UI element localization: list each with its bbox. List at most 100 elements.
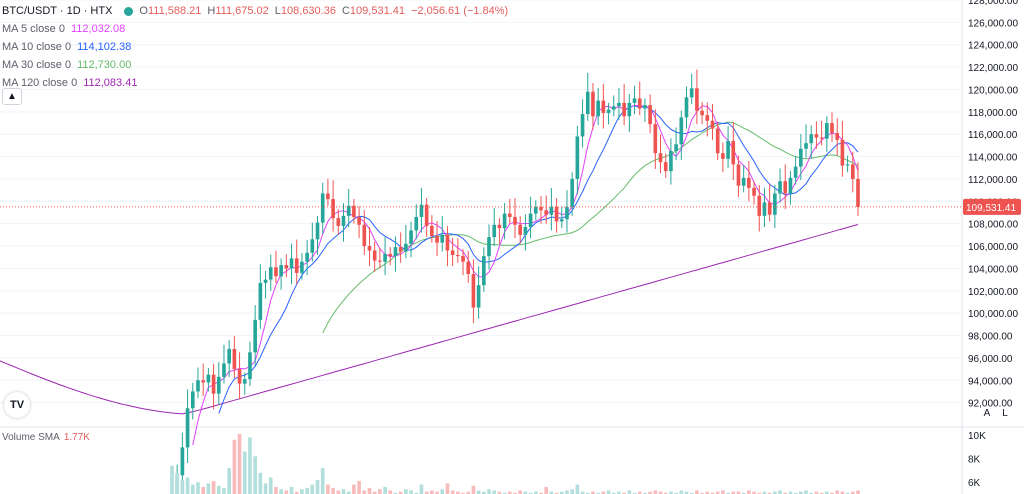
candle-body [497, 224, 502, 229]
ma120-value: 112,083.41 [83, 77, 138, 89]
ma30-legend[interactable]: MA 30 close 0 112,730.00 [2, 56, 508, 74]
candle-body [476, 285, 481, 308]
ma30-label: MA 30 close 0 [2, 59, 72, 71]
volume-bar [539, 492, 543, 494]
y-tick-label: 114,000.00 [968, 153, 1018, 164]
candle-body [653, 124, 658, 154]
volume-bar [824, 491, 829, 494]
volume-bar [747, 490, 751, 494]
volume-bar [674, 492, 678, 494]
candle-body [409, 230, 413, 244]
volume-bar [289, 486, 294, 494]
volume-bar [388, 490, 393, 494]
candle-body [279, 265, 283, 277]
volume-bar [788, 491, 793, 494]
y-tick-label: 102,000.00 [968, 287, 1018, 298]
candle-body [378, 260, 382, 262]
candle-body [445, 234, 450, 251]
ma10-legend[interactable]: MA 10 close 0 114,102.38 [2, 38, 508, 56]
ma120-line [0, 224, 859, 415]
volume-bar [663, 492, 668, 494]
candle-body [289, 258, 294, 269]
candle-body [830, 123, 834, 134]
open-value: 111,588.21 [147, 5, 202, 17]
volume-bar [814, 491, 819, 494]
volume-bar [175, 472, 180, 494]
y-tick-label: 116,000.00 [968, 130, 1018, 141]
candle-body [398, 247, 403, 252]
candle-body [611, 106, 616, 110]
volume-bar [341, 489, 346, 494]
volume-bar [830, 492, 834, 494]
candle-body [206, 374, 211, 383]
volume-bar [632, 492, 637, 494]
candle-body [622, 102, 626, 117]
candle-body [393, 247, 398, 257]
volume-legend: Volume SMA 1.77K [2, 432, 90, 443]
auto-scale-button[interactable]: A [983, 408, 991, 419]
candle-body [850, 164, 855, 179]
y-tick-label: 112,000.00 [968, 175, 1018, 186]
ma120-legend[interactable]: MA 120 close 0 112,083.41 [2, 74, 508, 92]
tradingview-logo[interactable]: TV [4, 392, 30, 418]
chevron-up-icon[interactable]: ▲ [2, 88, 22, 105]
y-tick-label: 118,000.00 [968, 108, 1018, 119]
ma120-label: MA 120 close 0 [2, 77, 78, 89]
volume-bar [835, 490, 840, 494]
candle-body [788, 177, 793, 194]
candle-body [430, 225, 434, 236]
volume-bar [585, 492, 590, 494]
candle-body [554, 206, 559, 222]
chart-legend: BTC/USDT · 1D · HTX O111,588.21 H111,675… [2, 2, 508, 92]
volume-bar [300, 489, 304, 494]
low-value: 108,630.36 [280, 5, 336, 17]
volume-bar [544, 486, 549, 494]
ma5-legend[interactable]: MA 5 close 0 112,032.08 [2, 20, 508, 38]
candle-body [461, 256, 465, 262]
volume-bar [752, 491, 756, 494]
candle-body [845, 164, 850, 166]
candle-body [601, 100, 606, 113]
candle-body [778, 181, 782, 194]
log-scale-button[interactable]: L [1002, 408, 1008, 419]
volume-bar [440, 489, 445, 494]
candle-body [232, 348, 237, 370]
volume-bar [471, 485, 476, 494]
volume-bar [315, 479, 320, 494]
candle-body [741, 177, 746, 186]
volume-bar [658, 491, 663, 494]
volume-bar [206, 483, 211, 494]
volume-bar [263, 483, 268, 494]
candle-body [424, 204, 429, 226]
candle-body [539, 206, 543, 211]
candle-body [700, 110, 704, 116]
volume-bar [570, 489, 574, 494]
candle-body [357, 216, 361, 225]
candle-body [669, 150, 673, 172]
candle-body [580, 114, 585, 137]
close-label: C [341, 5, 350, 17]
volume-bar [456, 491, 460, 494]
volume-bar [617, 491, 621, 494]
y-tick-label: 124,000.00 [968, 41, 1018, 52]
volume-bar [268, 477, 273, 494]
y-tick-label: 122,000.00 [968, 63, 1018, 74]
candle-body [367, 246, 372, 251]
volume-bar [232, 439, 237, 494]
volume-bar [741, 492, 746, 494]
volume-bar [362, 490, 367, 494]
open-label: O [139, 5, 148, 17]
volume-bar [637, 491, 642, 494]
candle-body [757, 195, 762, 216]
symbol-title[interactable]: BTC/USDT · 1D · HTX [2, 5, 113, 17]
volume-bar [222, 488, 226, 494]
candle-body [747, 177, 751, 188]
volume-bar [170, 465, 174, 494]
y-tick-label: 126,000.00 [968, 18, 1018, 29]
candle-body [715, 128, 720, 154]
candle-body [736, 164, 741, 186]
candle-body [507, 213, 512, 217]
candle-body [513, 216, 517, 225]
candle-body [305, 252, 309, 262]
